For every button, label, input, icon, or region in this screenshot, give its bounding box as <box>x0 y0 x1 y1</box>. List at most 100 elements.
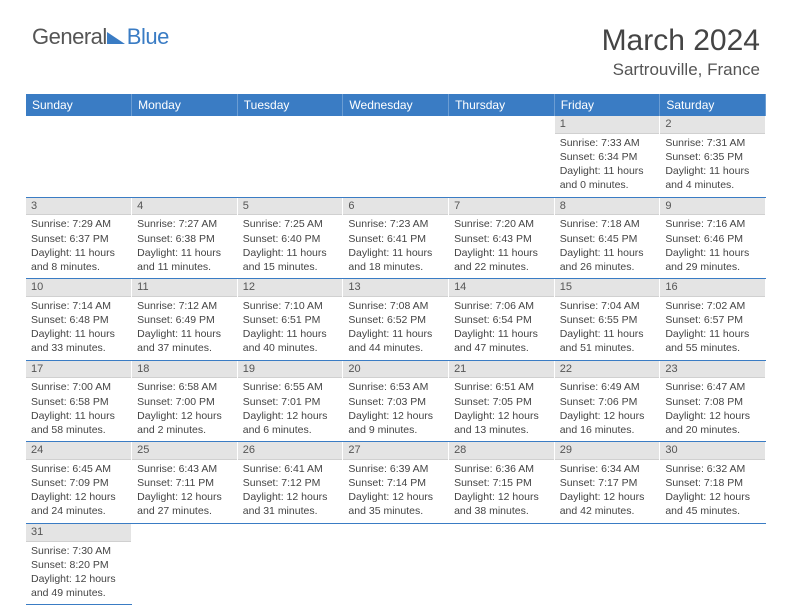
day-number: 24 <box>26 442 131 460</box>
day-content: Sunrise: 7:25 AMSunset: 6:40 PMDaylight:… <box>238 215 343 278</box>
day-content: Sunrise: 7:30 AMSunset: 8:20 PMDaylight:… <box>26 542 131 605</box>
day-header: Tuesday <box>237 94 343 116</box>
calendar-day-cell <box>343 116 449 197</box>
calendar-day-cell: 14Sunrise: 7:06 AMSunset: 6:54 PMDayligh… <box>449 279 555 361</box>
calendar-day-cell: 27Sunrise: 6:39 AMSunset: 7:14 PMDayligh… <box>343 442 449 524</box>
calendar-day-cell: 24Sunrise: 6:45 AMSunset: 7:09 PMDayligh… <box>26 442 132 524</box>
calendar-day-cell: 3Sunrise: 7:29 AMSunset: 6:37 PMDaylight… <box>26 197 132 279</box>
day-content: Sunrise: 7:06 AMSunset: 6:54 PMDaylight:… <box>449 297 554 360</box>
day-content: Sunrise: 7:12 AMSunset: 6:49 PMDaylight:… <box>132 297 237 360</box>
day-number: 9 <box>660 198 765 216</box>
logo: General Blue <box>32 24 169 50</box>
day-number: 31 <box>26 524 131 542</box>
day-number: 18 <box>132 361 237 379</box>
day-content: Sunrise: 6:51 AMSunset: 7:05 PMDaylight:… <box>449 378 554 441</box>
day-content: Sunrise: 7:16 AMSunset: 6:46 PMDaylight:… <box>660 215 765 278</box>
day-number: 23 <box>660 361 765 379</box>
logo-triangle-icon <box>107 32 125 44</box>
day-number: 15 <box>555 279 660 297</box>
day-content: Sunrise: 7:29 AMSunset: 6:37 PMDaylight:… <box>26 215 131 278</box>
day-header: Thursday <box>449 94 555 116</box>
day-content: Sunrise: 7:33 AMSunset: 6:34 PMDaylight:… <box>555 134 660 197</box>
day-number: 7 <box>449 198 554 216</box>
day-content: Sunrise: 6:55 AMSunset: 7:01 PMDaylight:… <box>238 378 343 441</box>
day-content: Sunrise: 6:49 AMSunset: 7:06 PMDaylight:… <box>555 378 660 441</box>
day-content: Sunrise: 6:47 AMSunset: 7:08 PMDaylight:… <box>660 378 765 441</box>
day-number: 21 <box>449 361 554 379</box>
calendar-day-cell: 9Sunrise: 7:16 AMSunset: 6:46 PMDaylight… <box>660 197 766 279</box>
calendar-week-row: 10Sunrise: 7:14 AMSunset: 6:48 PMDayligh… <box>26 279 766 361</box>
day-number: 3 <box>26 198 131 216</box>
day-content: Sunrise: 7:23 AMSunset: 6:41 PMDaylight:… <box>343 215 448 278</box>
calendar-day-cell: 6Sunrise: 7:23 AMSunset: 6:41 PMDaylight… <box>343 197 449 279</box>
day-content: Sunrise: 7:10 AMSunset: 6:51 PMDaylight:… <box>238 297 343 360</box>
day-content: Sunrise: 7:27 AMSunset: 6:38 PMDaylight:… <box>132 215 237 278</box>
calendar-body: 1Sunrise: 7:33 AMSunset: 6:34 PMDaylight… <box>26 116 766 605</box>
day-content: Sunrise: 6:53 AMSunset: 7:03 PMDaylight:… <box>343 378 448 441</box>
calendar-day-cell: 4Sunrise: 7:27 AMSunset: 6:38 PMDaylight… <box>132 197 238 279</box>
day-content: Sunrise: 7:02 AMSunset: 6:57 PMDaylight:… <box>660 297 765 360</box>
page-subtitle: Sartrouville, France <box>602 60 760 80</box>
page-title: March 2024 <box>602 24 760 58</box>
calendar-day-cell: 18Sunrise: 6:58 AMSunset: 7:00 PMDayligh… <box>132 360 238 442</box>
calendar-day-cell: 16Sunrise: 7:02 AMSunset: 6:57 PMDayligh… <box>660 279 766 361</box>
day-header: Saturday <box>660 94 766 116</box>
calendar-day-cell: 26Sunrise: 6:41 AMSunset: 7:12 PMDayligh… <box>237 442 343 524</box>
calendar-day-cell <box>237 116 343 197</box>
day-number: 13 <box>343 279 448 297</box>
day-number: 5 <box>238 198 343 216</box>
calendar-table: SundayMondayTuesdayWednesdayThursdayFrid… <box>26 94 766 605</box>
day-content: Sunrise: 7:08 AMSunset: 6:52 PMDaylight:… <box>343 297 448 360</box>
calendar-day-cell <box>26 116 132 197</box>
calendar-day-cell <box>554 523 660 605</box>
day-header: Sunday <box>26 94 132 116</box>
day-content: Sunrise: 6:43 AMSunset: 7:11 PMDaylight:… <box>132 460 237 523</box>
day-number: 25 <box>132 442 237 460</box>
calendar-week-row: 24Sunrise: 6:45 AMSunset: 7:09 PMDayligh… <box>26 442 766 524</box>
day-number: 12 <box>238 279 343 297</box>
calendar-header-row: SundayMondayTuesdayWednesdayThursdayFrid… <box>26 94 766 116</box>
calendar-week-row: 31Sunrise: 7:30 AMSunset: 8:20 PMDayligh… <box>26 523 766 605</box>
calendar-day-cell <box>343 523 449 605</box>
header: General Blue March 2024 Sartrouville, Fr… <box>0 0 792 86</box>
calendar-day-cell: 7Sunrise: 7:20 AMSunset: 6:43 PMDaylight… <box>449 197 555 279</box>
calendar-day-cell: 5Sunrise: 7:25 AMSunset: 6:40 PMDaylight… <box>237 197 343 279</box>
day-number: 8 <box>555 198 660 216</box>
day-number: 22 <box>555 361 660 379</box>
day-number: 20 <box>343 361 448 379</box>
day-number: 29 <box>555 442 660 460</box>
day-number: 26 <box>238 442 343 460</box>
day-number: 1 <box>555 116 660 134</box>
day-number: 16 <box>660 279 765 297</box>
logo-text-blue: Blue <box>127 24 169 50</box>
calendar-day-cell <box>132 523 238 605</box>
calendar-day-cell: 8Sunrise: 7:18 AMSunset: 6:45 PMDaylight… <box>554 197 660 279</box>
calendar-day-cell: 10Sunrise: 7:14 AMSunset: 6:48 PMDayligh… <box>26 279 132 361</box>
calendar-week-row: 1Sunrise: 7:33 AMSunset: 6:34 PMDaylight… <box>26 116 766 197</box>
day-content: Sunrise: 6:36 AMSunset: 7:15 PMDaylight:… <box>449 460 554 523</box>
calendar-day-cell: 25Sunrise: 6:43 AMSunset: 7:11 PMDayligh… <box>132 442 238 524</box>
day-content: Sunrise: 7:00 AMSunset: 6:58 PMDaylight:… <box>26 378 131 441</box>
day-content: Sunrise: 6:34 AMSunset: 7:17 PMDaylight:… <box>555 460 660 523</box>
calendar-week-row: 17Sunrise: 7:00 AMSunset: 6:58 PMDayligh… <box>26 360 766 442</box>
day-content: Sunrise: 7:20 AMSunset: 6:43 PMDaylight:… <box>449 215 554 278</box>
day-header: Wednesday <box>343 94 449 116</box>
calendar-week-row: 3Sunrise: 7:29 AMSunset: 6:37 PMDaylight… <box>26 197 766 279</box>
calendar-day-cell: 22Sunrise: 6:49 AMSunset: 7:06 PMDayligh… <box>554 360 660 442</box>
day-content: Sunrise: 6:45 AMSunset: 7:09 PMDaylight:… <box>26 460 131 523</box>
calendar-day-cell: 13Sunrise: 7:08 AMSunset: 6:52 PMDayligh… <box>343 279 449 361</box>
day-number: 11 <box>132 279 237 297</box>
day-number: 28 <box>449 442 554 460</box>
day-number: 2 <box>660 116 765 134</box>
day-number: 4 <box>132 198 237 216</box>
day-number: 30 <box>660 442 765 460</box>
calendar-day-cell <box>449 523 555 605</box>
day-number: 10 <box>26 279 131 297</box>
calendar-day-cell: 19Sunrise: 6:55 AMSunset: 7:01 PMDayligh… <box>237 360 343 442</box>
calendar-day-cell: 20Sunrise: 6:53 AMSunset: 7:03 PMDayligh… <box>343 360 449 442</box>
calendar-day-cell: 2Sunrise: 7:31 AMSunset: 6:35 PMDaylight… <box>660 116 766 197</box>
calendar-day-cell: 15Sunrise: 7:04 AMSunset: 6:55 PMDayligh… <box>554 279 660 361</box>
calendar-day-cell: 11Sunrise: 7:12 AMSunset: 6:49 PMDayligh… <box>132 279 238 361</box>
calendar-day-cell: 31Sunrise: 7:30 AMSunset: 8:20 PMDayligh… <box>26 523 132 605</box>
day-number: 17 <box>26 361 131 379</box>
